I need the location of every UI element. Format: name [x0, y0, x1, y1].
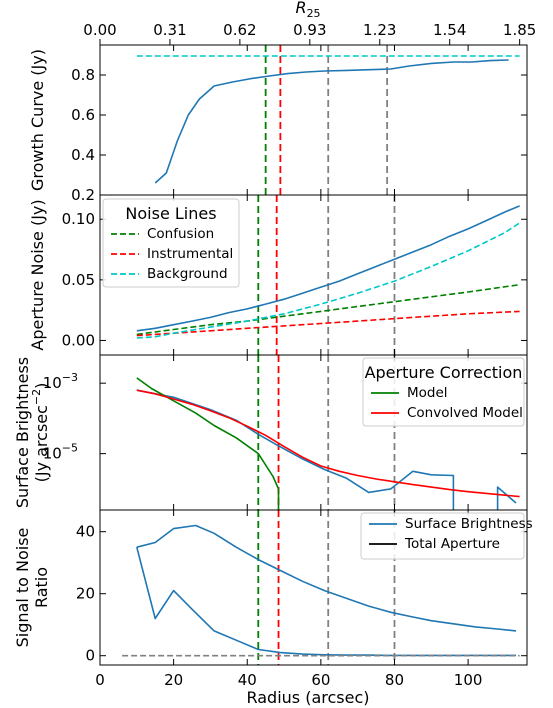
top-tick-label: 1.85 [503, 21, 536, 39]
x-tick-label: 0 [95, 671, 105, 689]
top-tick-label: 0.62 [223, 21, 256, 39]
legend-entry-background: Background [147, 266, 228, 282]
top-tick-label: 0.00 [83, 21, 116, 39]
series-confusion-1 [136, 283, 520, 336]
y-tick-label: 20 [76, 585, 95, 603]
x-tick-label: 40 [238, 671, 257, 689]
legend-entry-instrumental: Instrumental [147, 246, 233, 262]
series-convolved-2 [136, 389, 520, 498]
y-tick-label: 0.05 [62, 271, 95, 289]
y-tick-label: 0 [85, 647, 95, 665]
legend-entry-model: Model [407, 385, 448, 401]
top-axis-label: R25 [295, 0, 320, 20]
y-tick-label: 0.00 [62, 331, 95, 349]
legend-title: Noise Lines [125, 204, 216, 223]
series-total-1 [136, 205, 520, 332]
y-tick-label: 10−5 [43, 442, 78, 463]
y-tick-label: 10−3 [43, 371, 78, 392]
x-axis-label: Radius (arcsec) [246, 688, 369, 707]
series-background-1 [136, 222, 521, 339]
legend-box-2 [362, 357, 525, 427]
x-tick-label: 20 [164, 671, 183, 689]
y-tick-label: 40 [76, 523, 95, 541]
top-tick-label: 1.54 [433, 21, 466, 39]
legend-entry-sb: Surface Brightness [405, 516, 533, 532]
x-tick-label: 100 [454, 671, 483, 689]
top-tick-label: 0.31 [153, 21, 186, 39]
y-axis-label2-2: (Jy arcsec−2) [30, 383, 51, 483]
series-sb-3 [136, 547, 516, 657]
y-axis-label-3: Signal to Noise [13, 528, 32, 648]
axes-frame-3 [99, 509, 528, 666]
legend-box-1 [102, 198, 240, 288]
legend-entry-confusion: Confusion [147, 226, 214, 242]
y-axis-label-2: Surface Brightness [13, 357, 32, 508]
series-total-3 [136, 524, 517, 632]
axes-frame-0 [99, 44, 528, 196]
y-axis-label2-3: Ratio [32, 567, 51, 608]
y-axis-label-1: Aperture Noise (Jy) [28, 199, 47, 350]
legend-entry-convolved: Convolved Model [407, 405, 523, 421]
series-growth-0 [154, 59, 509, 184]
top-tick-label: 0.93 [293, 21, 326, 39]
legend-box-3 [360, 512, 525, 560]
series-model-2 [136, 377, 280, 510]
legend-title: Aperture Correction [365, 363, 523, 382]
y-tick-label: 0.10 [62, 210, 95, 228]
y-tick-label: 0.4 [71, 146, 95, 164]
y-tick-label: 0.6 [71, 106, 95, 124]
legend-entry-total: Total Aperture [404, 536, 500, 552]
y-axis-label-0: Growth Curve (Jy) [28, 49, 47, 191]
y-tick-label: 0.2 [71, 186, 95, 204]
y-tick-label: 0.8 [71, 66, 95, 84]
x-tick-label: 80 [385, 671, 404, 689]
top-tick-label: 1.23 [363, 21, 396, 39]
series-instrumental-1 [136, 310, 520, 337]
x-tick-label: 60 [311, 671, 330, 689]
